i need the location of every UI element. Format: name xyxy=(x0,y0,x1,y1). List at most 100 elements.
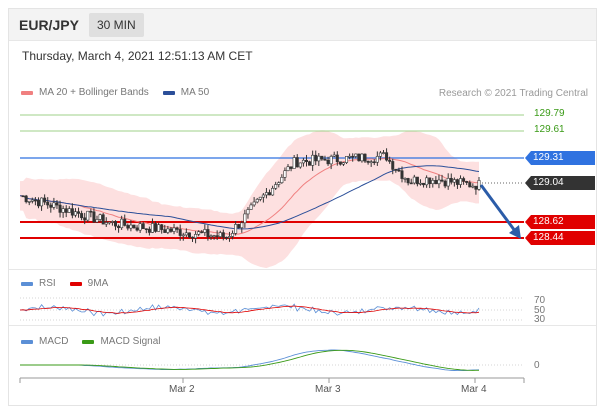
candle-body xyxy=(234,224,238,234)
candle-body xyxy=(123,218,127,226)
candle-body xyxy=(286,166,290,172)
candle-body xyxy=(351,155,355,158)
candle-body xyxy=(301,159,305,164)
candle-body xyxy=(249,204,253,210)
candle-body xyxy=(212,235,216,237)
resistance-tag: 129.31 xyxy=(525,151,595,165)
candle-body xyxy=(80,213,84,219)
candle-body xyxy=(77,211,81,214)
rsi-ma-line xyxy=(19,305,480,314)
candle-body xyxy=(437,179,441,185)
macd-signal-line xyxy=(20,349,479,371)
candle-body xyxy=(428,177,432,185)
rsi-label: RSI xyxy=(39,278,56,289)
candle-body xyxy=(335,154,339,163)
candle-body xyxy=(132,224,136,229)
candle-body xyxy=(43,197,47,203)
candle-body xyxy=(341,162,345,165)
candle-body xyxy=(459,178,463,185)
rsi-axis-50: 50 xyxy=(534,305,546,316)
candle-body xyxy=(412,176,416,184)
candle-body xyxy=(24,195,28,203)
candle-body xyxy=(101,214,105,225)
candle-body xyxy=(366,160,370,163)
candle-body xyxy=(465,181,469,183)
ma20-line xyxy=(19,157,480,235)
candle-body xyxy=(95,219,99,223)
candle-body xyxy=(58,204,62,213)
candle-body xyxy=(452,179,456,183)
candle-body xyxy=(61,208,65,213)
candle-body xyxy=(323,158,327,161)
candle-body xyxy=(64,208,68,213)
credit-text: Research © 2021 Trading Central xyxy=(438,88,588,99)
support-tag-1: 128.62 xyxy=(525,215,595,229)
candle-body xyxy=(345,156,349,163)
candle-body xyxy=(107,221,111,224)
candle-body xyxy=(30,199,34,202)
candle-body xyxy=(104,222,108,225)
candle-body xyxy=(129,224,133,229)
timeframe-badge[interactable]: 30 MIN xyxy=(89,13,144,37)
candle-body xyxy=(400,170,404,179)
candle-body xyxy=(150,223,154,233)
timestamp: Thursday, March 4, 2021 12:51:13 AM CET xyxy=(22,49,253,63)
candle-body xyxy=(209,235,213,238)
candle-body xyxy=(178,229,182,236)
candle-body xyxy=(237,224,241,229)
candle-body xyxy=(40,197,44,207)
candle-body xyxy=(184,232,188,236)
rsi-axis-30: 30 xyxy=(534,314,546,325)
candle-body xyxy=(113,221,117,227)
widget-header: EUR/JPY 30 MIN xyxy=(9,9,596,41)
candle-body xyxy=(375,156,379,163)
candle-body xyxy=(382,152,386,154)
candle-body xyxy=(474,185,478,190)
candle-body xyxy=(117,225,121,229)
candle-body xyxy=(36,199,40,207)
candle-body xyxy=(70,208,74,216)
candle-body xyxy=(197,231,201,235)
candle-body xyxy=(320,155,324,160)
candle-body xyxy=(308,161,312,166)
macd-signal-label: MACD Signal xyxy=(100,336,161,347)
candle-body xyxy=(261,194,265,198)
macd-label: MACD xyxy=(39,336,69,347)
forecast-arrow xyxy=(479,184,517,232)
candle-body xyxy=(258,196,262,200)
candle-body xyxy=(98,214,102,220)
candle-body xyxy=(311,154,315,166)
candle-body xyxy=(138,223,142,231)
candle-body xyxy=(326,159,330,165)
resistance-level-2: 129.61 xyxy=(534,124,565,135)
candle-body xyxy=(181,234,185,237)
candle-body xyxy=(360,153,364,162)
candle-body xyxy=(391,161,395,170)
candle-body xyxy=(89,210,93,213)
candle-body xyxy=(172,227,176,232)
candle-body xyxy=(203,229,207,233)
candle-body xyxy=(86,210,90,221)
candle-body xyxy=(378,152,382,157)
candle-body xyxy=(292,157,296,169)
candle-body xyxy=(92,211,96,223)
candle-body xyxy=(49,204,53,208)
candle-body xyxy=(175,227,179,230)
candle-body xyxy=(443,180,447,187)
candle-body xyxy=(154,223,158,232)
candle-body xyxy=(415,176,419,185)
candle-body xyxy=(200,231,204,234)
candle-body xyxy=(252,201,256,206)
candle-body xyxy=(194,234,198,239)
candle-body xyxy=(449,177,453,183)
candle-body xyxy=(215,235,219,237)
current-price-tag: 129.04 xyxy=(525,176,595,190)
candle-body xyxy=(166,228,170,233)
candle-body xyxy=(147,228,151,233)
candle-body xyxy=(277,182,281,185)
macd-swatch xyxy=(21,339,33,344)
candle-body xyxy=(372,161,376,164)
resistance-level-1: 129.79 xyxy=(534,108,565,119)
candle-body xyxy=(348,155,352,158)
bollinger-band xyxy=(20,130,479,269)
